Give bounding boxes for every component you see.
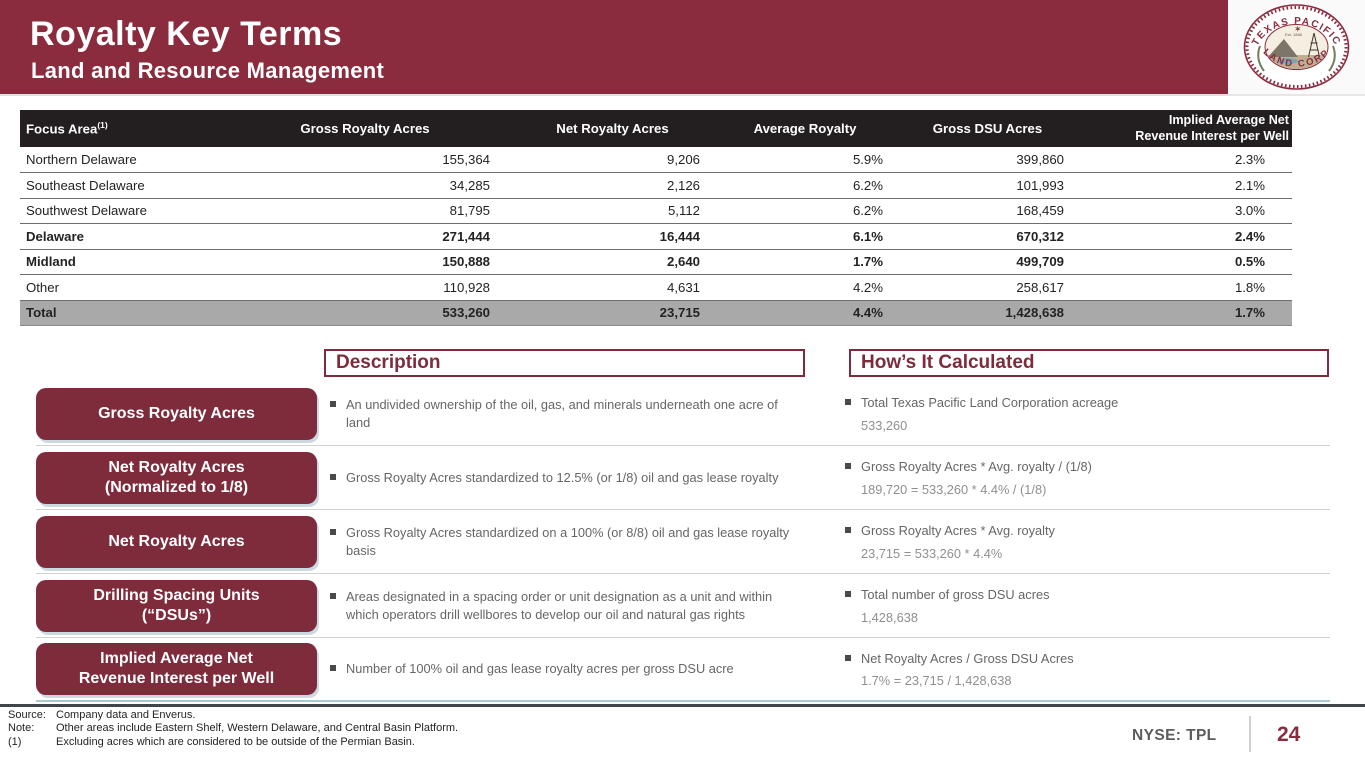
term-formula: 23,715 = 533,260 * 4.4% [861, 545, 1003, 561]
term-formula: 189,720 = 533,260 * 4.4% / (1/8) [861, 481, 1047, 497]
bullet-square-icon [330, 529, 336, 536]
table-row-subtotal-midland: Midland 150,888 2,640 1.7% 499,709 0.5% [20, 249, 1292, 275]
laurel-branch-left [1257, 45, 1265, 72]
col-header-focus-area: Focus Area(1) [20, 110, 220, 147]
col-header-average-royalty: Average Royalty [715, 110, 895, 147]
term-formula: 1,428,638 [861, 609, 918, 625]
bullet-square-icon [845, 463, 851, 470]
bullet-square-icon [330, 473, 336, 480]
bullet-square-icon [330, 665, 336, 672]
term-calculation: Gross Royalty Acres * Avg. royalty / (1/… [845, 458, 1330, 497]
table-header-row: Focus Area(1) Gross Royalty Acres Net Ro… [20, 110, 1292, 147]
term-calculation: Net Royalty Acres / Gross DSU Acres 1.7%… [845, 650, 1330, 688]
calculated-section-header: How’s It Calculated [849, 349, 1329, 377]
term-row-drilling-spacing-units: Drilling Spacing Units (“DSUs”) Areas de… [36, 574, 1330, 638]
term-box: Net Royalty Acres [36, 515, 317, 568]
company-seal-icon: Est. 1888 ✶ TEXAS PACIFIC LAND CORP [1243, 4, 1350, 90]
laurel-branch-right [1328, 45, 1336, 72]
bullet-square-icon [845, 399, 851, 406]
term-calculation: Total Texas Pacific Land Corporation acr… [845, 394, 1330, 433]
bullet-square-icon [845, 654, 851, 661]
bullet-square-icon [330, 401, 336, 408]
term-description: Gross Royalty Acres standardized on a 10… [330, 524, 830, 559]
term-box: Gross Royalty Acres [36, 387, 317, 440]
description-section-header: Description [324, 349, 805, 377]
royalty-table: Focus Area(1) Gross Royalty Acres Net Ro… [20, 110, 1292, 326]
term-description: Number of 100% oil and gas lease royalty… [330, 660, 830, 677]
logo-panel: Est. 1888 ✶ TEXAS PACIFIC LAND CORP [1228, 0, 1365, 96]
svg-text:Est. 1888: Est. 1888 [1285, 32, 1303, 37]
col-header-gross-dsu-acres: Gross DSU Acres [895, 110, 1080, 147]
term-row-net-royalty-acres-normalized: Net Royalty Acres (Normalized to 1/8) Gr… [36, 446, 1330, 510]
term-row-gross-royalty-acres: Gross Royalty Acres An undivided ownersh… [36, 382, 1330, 446]
footnote-note: Note: Other areas include Eastern Shelf, … [8, 722, 459, 735]
header-band: Royalty Key Terms Land and Resource Mana… [0, 0, 1228, 96]
seal-scene: Est. 1888 ✶ [1265, 24, 1328, 69]
footnote-marker: (1) [97, 120, 108, 131]
bullet-square-icon [845, 527, 851, 534]
page-title: Royalty Key Terms [30, 15, 343, 53]
table-row: Northern Delaware 155,364 9,206 5.9% 399… [20, 147, 1292, 173]
footnote-source: Source: Company data and Enverus. [8, 709, 196, 721]
bullet-square-icon [845, 591, 851, 598]
table-row: Southeast Delaware 34,285 2,126 6.2% 101… [20, 172, 1292, 199]
table-row: Southwest Delaware 81,795 5,112 6.2% 168… [20, 198, 1292, 224]
term-formula: 533,260 [861, 417, 908, 433]
terms-section: Gross Royalty Acres An undivided ownersh… [36, 382, 1330, 702]
col-header-implied-nri: Implied Average Net Revenue Interest per… [1080, 110, 1292, 147]
svg-text:✶: ✶ [1294, 24, 1302, 34]
page-subtitle: Land and Resource Management [31, 58, 385, 83]
page-number: 24 [1277, 723, 1301, 746]
term-box: Drilling Spacing Units (“DSUs”) [36, 579, 317, 632]
table-row-subtotal-delaware: Delaware 271,444 16,444 6.1% 670,312 2.4… [20, 223, 1292, 250]
footer-divider-line [0, 704, 1365, 707]
table-row-total: Total 533,260 23,715 4.4% 1,428,638 1.7% [20, 300, 1292, 326]
ticker-label: NYSE: TPL [1132, 727, 1217, 744]
term-description: Gross Royalty Acres standardized to 12.5… [330, 469, 830, 486]
col-header-net-royalty-acres: Net Royalty Acres [510, 110, 715, 147]
term-row-net-royalty-acres: Net Royalty Acres Gross Royalty Acres st… [36, 510, 1330, 574]
term-box: Implied Average Net Revenue Interest per… [36, 643, 317, 695]
term-calculation: Total number of gross DSU acres 1,428,63… [845, 586, 1330, 625]
footnotes: Source: Company data and Enverus. Note: Ot… [8, 709, 458, 749]
bullet-square-icon [330, 593, 336, 600]
term-formula: 1.7% = 23,715 / 1,428,638 [861, 673, 1012, 689]
table-row: Other 110,928 4,631 4.2% 258,617 1.8% [20, 274, 1292, 301]
term-row-implied-nri: Implied Average Net Revenue Interest per… [36, 638, 1330, 702]
term-description: An undivided ownership of the oil, gas, … [330, 396, 830, 431]
term-calculation: Gross Royalty Acres * Avg. royalty 23,71… [845, 522, 1330, 561]
term-description: Areas designated in a spacing order or u… [330, 588, 830, 623]
col-header-gross-royalty-acres: Gross Royalty Acres [220, 110, 510, 147]
footnote-1: (1) Excluding acres which are considered … [8, 735, 415, 748]
footer-vertical-divider [1249, 716, 1251, 752]
term-box: Net Royalty Acres (Normalized to 1/8) [36, 451, 317, 504]
